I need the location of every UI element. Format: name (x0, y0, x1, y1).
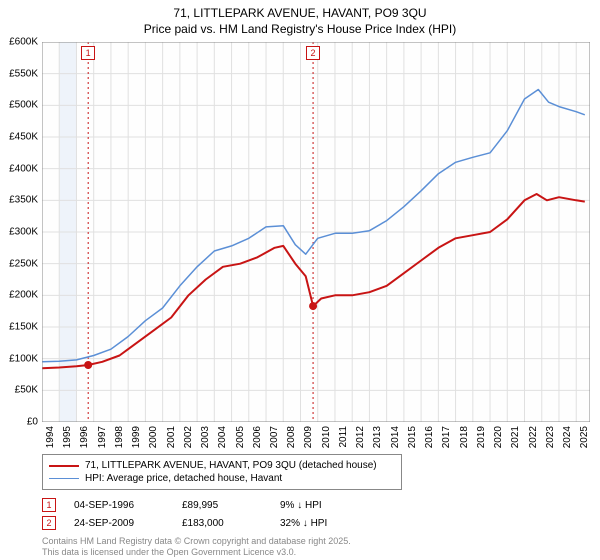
xtick-label: 2021 (510, 426, 521, 448)
ytick-label: £50K (15, 385, 38, 396)
sale-row-date: 24-SEP-2009 (74, 518, 164, 529)
xtick-label: 2014 (390, 426, 401, 448)
xtick-label: 2022 (528, 426, 539, 448)
xtick-label: 2001 (166, 426, 177, 448)
ytick-label: £600K (9, 37, 38, 48)
xtick-label: 2008 (286, 426, 297, 448)
xtick-label: 1995 (62, 426, 73, 448)
xtick-label: 2023 (545, 426, 556, 448)
ytick-label: £350K (9, 195, 38, 206)
xtick-label: 2025 (579, 426, 590, 448)
ytick-label: £500K (9, 100, 38, 111)
xtick-label: 2018 (459, 426, 470, 448)
xtick-label: 2006 (252, 426, 263, 448)
ytick-label: £200K (9, 290, 38, 301)
xtick-label: 2009 (303, 426, 314, 448)
attribution-line1: Contains HM Land Registry data © Crown c… (42, 536, 590, 547)
sale-row-date: 04-SEP-1996 (74, 500, 164, 511)
xtick-label: 2002 (183, 426, 194, 448)
legend-swatch-hpi (49, 478, 79, 479)
sale-row-price: £89,995 (182, 500, 262, 511)
xtick-label: 1997 (97, 426, 108, 448)
legend: 71, LITTLEPARK AVENUE, HAVANT, PO9 3QU (… (42, 454, 590, 558)
ytick-label: £400K (9, 163, 38, 174)
xtick-label: 2017 (441, 426, 452, 448)
legend-row-price-paid: 71, LITTLEPARK AVENUE, HAVANT, PO9 3QU (… (49, 459, 395, 472)
ytick-label: £300K (9, 227, 38, 238)
xtick-label: 2024 (562, 426, 573, 448)
attribution: Contains HM Land Registry data © Crown c… (42, 536, 590, 558)
sale-row-pct: 32% ↓ HPI (280, 518, 380, 529)
xtick-label: 2011 (338, 426, 349, 448)
chart-title: 71, LITTLEPARK AVENUE, HAVANT, PO9 3QU P… (0, 0, 600, 37)
ytick-label: £100K (9, 353, 38, 364)
legend-label-price-paid: 71, LITTLEPARK AVENUE, HAVANT, PO9 3QU (… (85, 460, 377, 471)
xtick-label: 2007 (269, 426, 280, 448)
sale-row-marker: 2 (42, 516, 56, 530)
ytick-label: £0 (27, 417, 38, 428)
xtick-label: 2003 (200, 426, 211, 448)
sale-marker-box: 1 (81, 46, 95, 60)
xtick-label: 2005 (235, 426, 246, 448)
xtick-label: 2012 (355, 426, 366, 448)
chart-area: £0£50K£100K£150K£200K£250K£300K£350K£400… (42, 42, 590, 422)
xtick-label: 2013 (372, 426, 383, 448)
sale-row: 1 04-SEP-1996 £89,995 9% ↓ HPI (42, 496, 590, 514)
sale-row: 2 24-SEP-2009 £183,000 32% ↓ HPI (42, 514, 590, 532)
xtick-label: 2010 (321, 426, 332, 448)
ytick-label: £450K (9, 132, 38, 143)
xtick-label: 1994 (45, 426, 56, 448)
sale-row-marker: 1 (42, 498, 56, 512)
xtick-label: 2000 (148, 426, 159, 448)
legend-label-hpi: HPI: Average price, detached house, Hava… (85, 473, 282, 484)
title-line1: 71, LITTLEPARK AVENUE, HAVANT, PO9 3QU (0, 6, 600, 22)
xtick-label: 1999 (131, 426, 142, 448)
sale-row-price: £183,000 (182, 518, 262, 529)
xtick-label: 2004 (217, 426, 228, 448)
sale-row-pct: 9% ↓ HPI (280, 500, 380, 511)
sale-marker-box: 2 (306, 46, 320, 60)
chart-plot (42, 42, 590, 422)
xtick-label: 1996 (79, 426, 90, 448)
legend-row-hpi: HPI: Average price, detached house, Hava… (49, 472, 395, 485)
title-line2: Price paid vs. HM Land Registry's House … (0, 22, 600, 38)
xtick-label: 2015 (407, 426, 418, 448)
ytick-label: £550K (9, 68, 38, 79)
sale-rows: 1 04-SEP-1996 £89,995 9% ↓ HPI 2 24-SEP-2009 £… (42, 496, 590, 532)
xtick-label: 2020 (493, 426, 504, 448)
xtick-label: 2019 (476, 426, 487, 448)
xtick-label: 2016 (424, 426, 435, 448)
legend-box: 71, LITTLEPARK AVENUE, HAVANT, PO9 3QU (… (42, 454, 402, 490)
ytick-label: £150K (9, 322, 38, 333)
ytick-label: £250K (9, 258, 38, 269)
attribution-line2: This data is licensed under the Open Gov… (42, 547, 590, 558)
legend-swatch-price-paid (49, 465, 79, 467)
xtick-label: 1998 (114, 426, 125, 448)
